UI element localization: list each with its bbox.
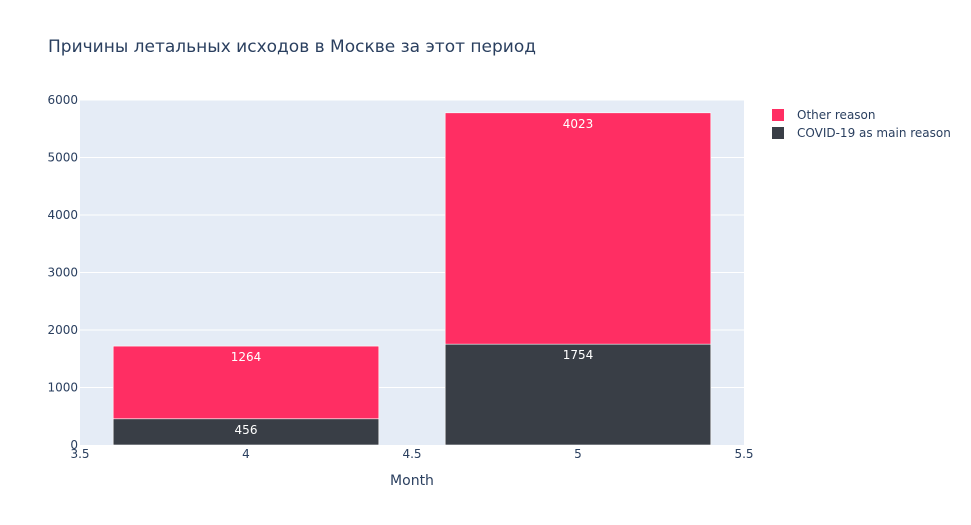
bar-segment[interactable] xyxy=(444,343,712,446)
legend-swatch xyxy=(772,127,784,139)
y-tick-label: 5000 xyxy=(47,151,78,165)
bars xyxy=(112,112,712,446)
x-tick-label: 3.5 xyxy=(70,447,89,461)
bar-value-label: 4023 xyxy=(563,117,594,131)
bar-value-label: 456 xyxy=(235,423,258,437)
legend-label: COVID-19 as main reason xyxy=(797,126,951,140)
bar-segment[interactable] xyxy=(112,345,380,420)
legend-item[interactable]: COVID-19 as main reason xyxy=(772,126,951,140)
y-tick-label: 3000 xyxy=(47,266,78,280)
data-labels: 456 1264 1754 4023 xyxy=(231,117,594,437)
x-tick-label: 5.5 xyxy=(734,447,753,461)
x-tick-label: 4 xyxy=(242,447,250,461)
bar-segment[interactable] xyxy=(112,418,380,446)
bar-segment[interactable] xyxy=(444,112,712,345)
legend[interactable]: Other reason COVID-19 as main reason xyxy=(772,108,951,140)
x-axis-title: Month xyxy=(390,473,434,489)
bar-value-label: 1754 xyxy=(563,348,594,362)
x-tick-label: 5 xyxy=(574,447,582,461)
bar-value-label: 1264 xyxy=(231,350,262,364)
chart-title: Причины летальных исходов в Москве за эт… xyxy=(48,37,536,57)
y-tick-label: 1000 xyxy=(47,381,78,395)
x-tick-label: 4.5 xyxy=(402,447,421,461)
y-tick-label: 0 xyxy=(70,438,78,452)
legend-item[interactable]: Other reason xyxy=(772,108,876,122)
y-axis-ticks: 0 1000 2000 3000 4000 5000 6000 xyxy=(47,93,78,452)
legend-label: Other reason xyxy=(797,108,876,122)
legend-swatch xyxy=(772,109,784,121)
y-tick-label: 2000 xyxy=(47,323,78,337)
y-tick-label: 4000 xyxy=(47,208,78,222)
x-axis-ticks: 3.5 4 4.5 5 5.5 xyxy=(70,447,753,461)
y-tick-label: 6000 xyxy=(47,93,78,107)
